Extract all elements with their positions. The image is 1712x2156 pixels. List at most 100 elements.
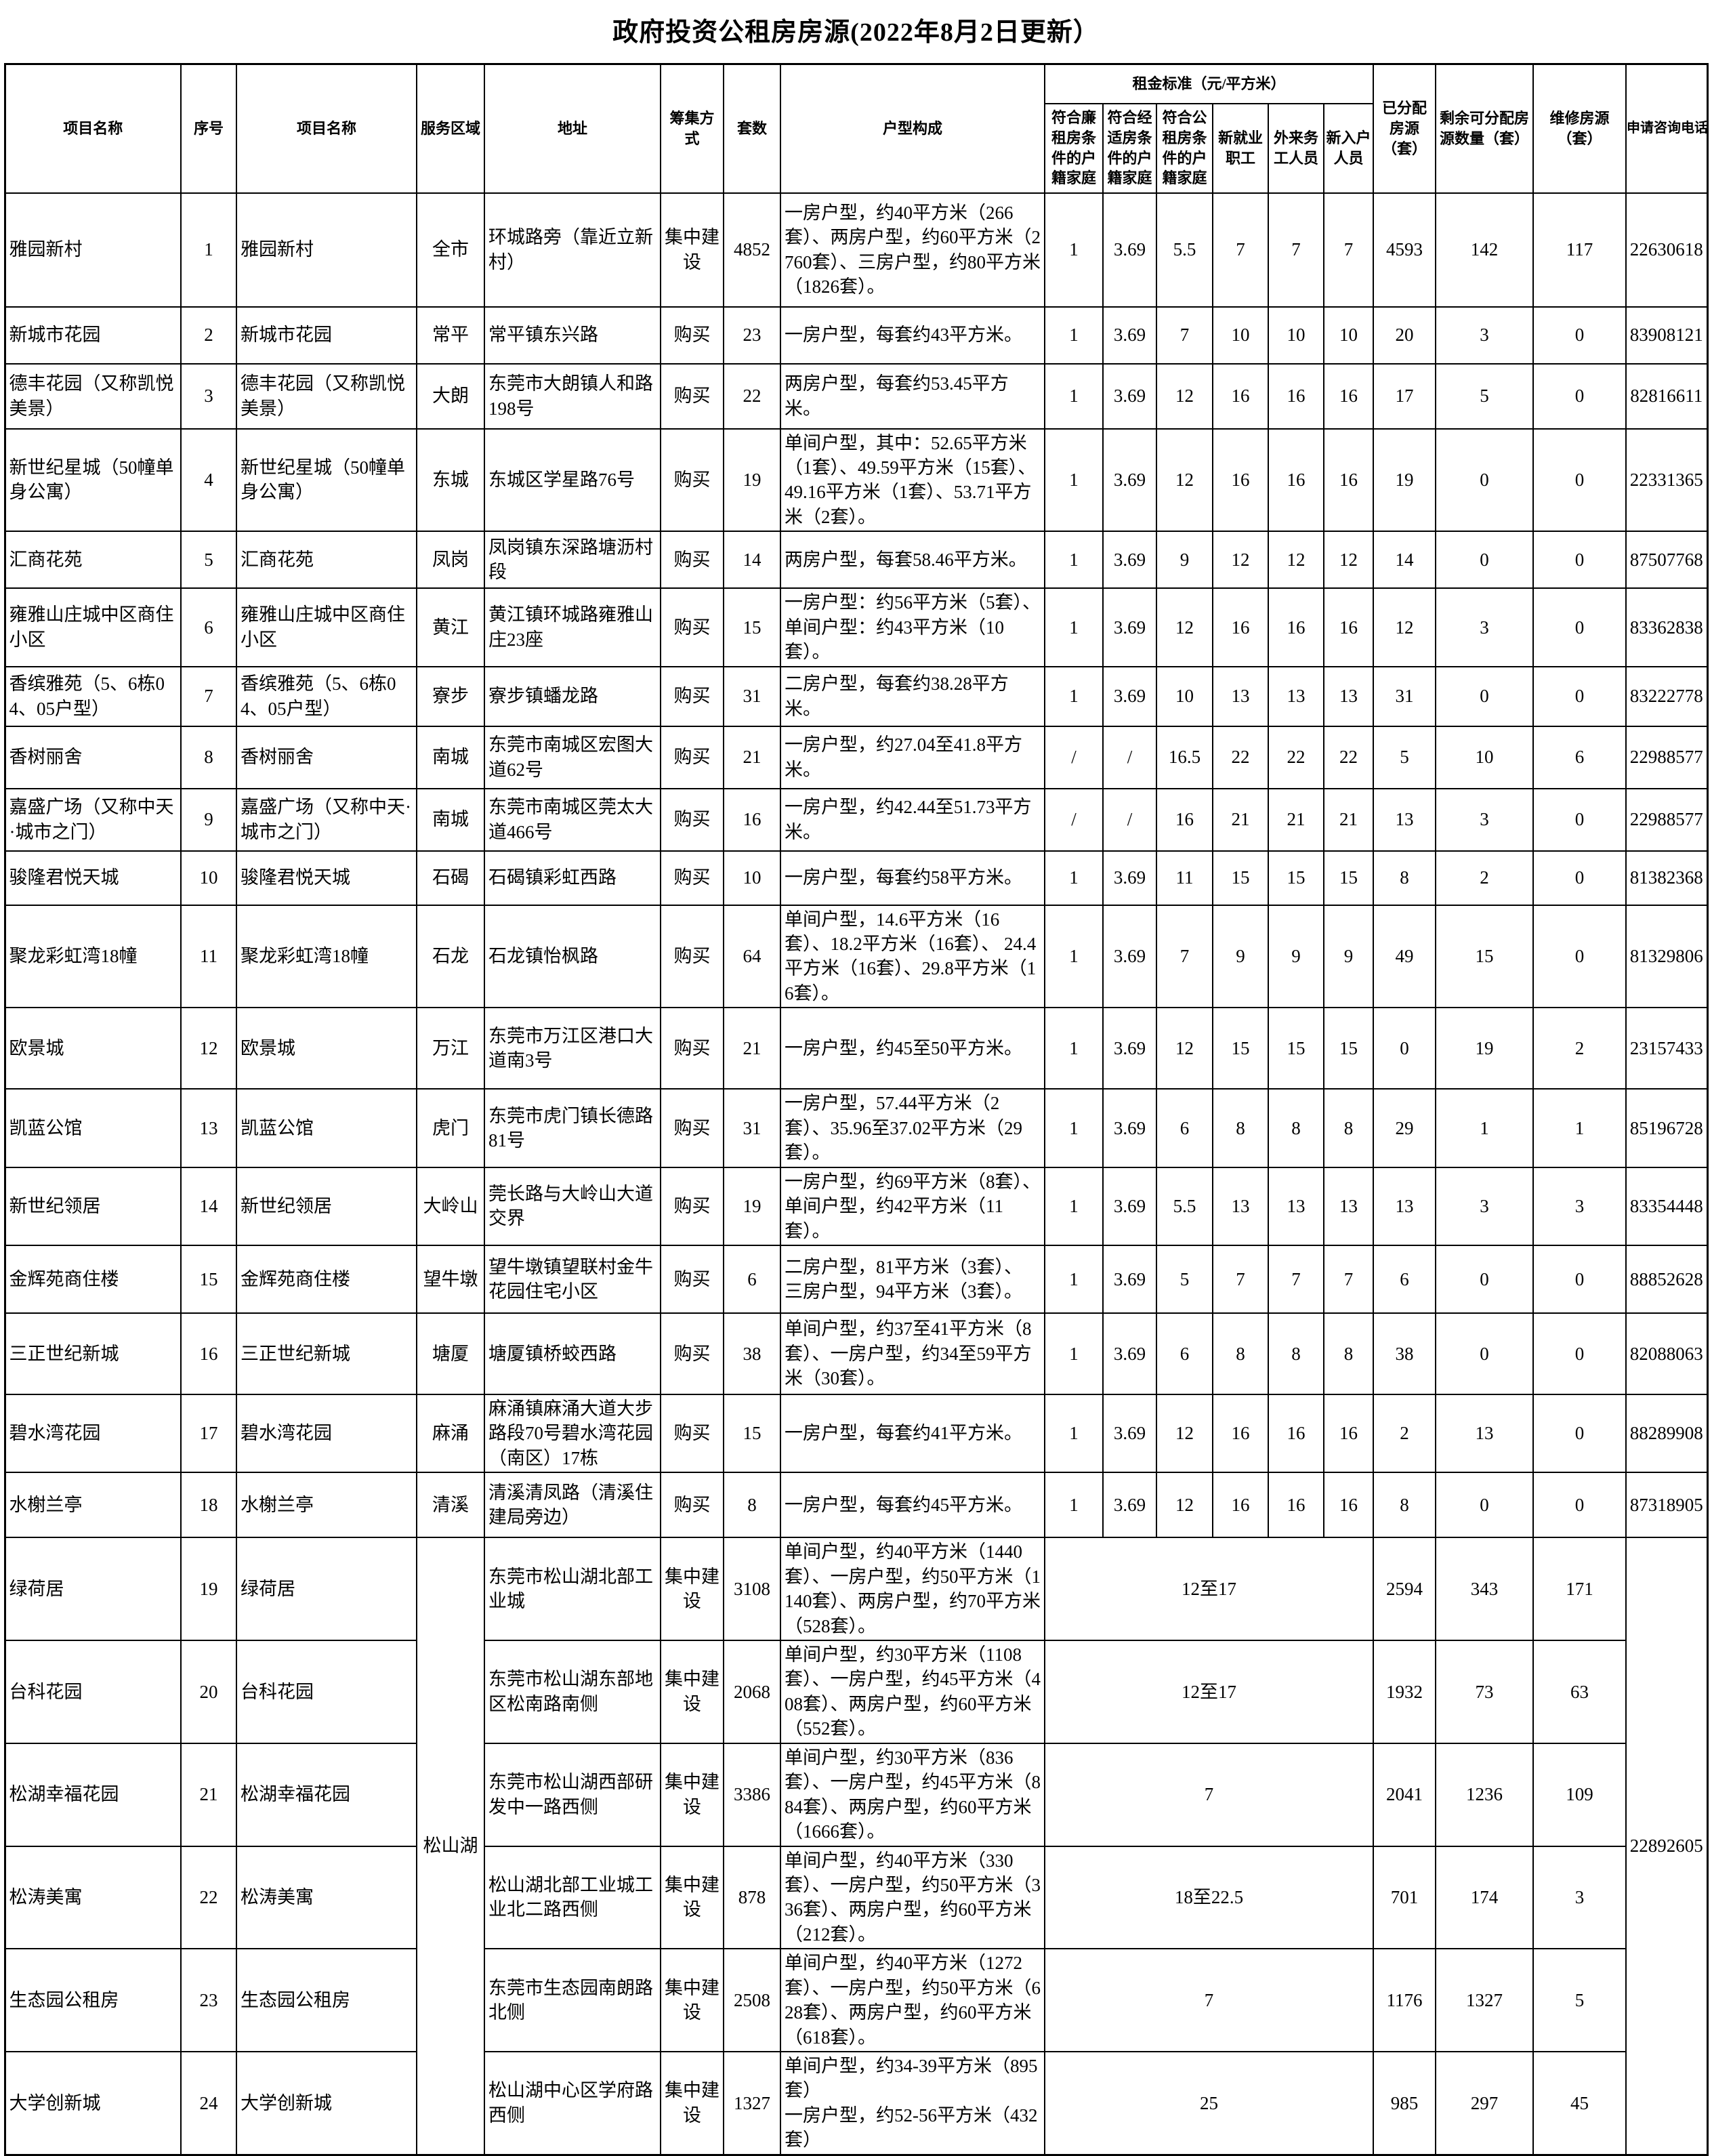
cell-rent-lianzu: 1 [1044, 192, 1104, 308]
cell-allocated: 8 [1373, 1472, 1436, 1539]
table-row: 金辉苑商住楼 15 金辉苑商住楼 望牛墩 望牛墩镇望联村金牛花园住宅小区 购买 6 二房户型，… [4, 1244, 1708, 1314]
cell-layout-desc: 两房户型，每套58.46平方米。 [780, 531, 1045, 589]
cell-unit-count: 22 [723, 362, 781, 430]
cell-rent-new-employee: 13 [1212, 665, 1269, 727]
cell-project-name-2: 台科花园 [236, 1640, 417, 1744]
cell-seq-number: 17 [180, 1393, 237, 1474]
cell-method: 购买 [660, 531, 724, 589]
cell-remaining: 0 [1435, 1312, 1534, 1395]
cell-rent-migrant-worker: 8 [1268, 1088, 1324, 1168]
cell-phone: 22331365 [1625, 428, 1708, 533]
cell-project-name-2: 雅园新村 [236, 192, 417, 308]
cell-layout-desc: 一房户型，约40平方米（266套）、两房户型，约60平方米（2760套）、三房户… [780, 192, 1045, 308]
cell-layout-desc: 单间户型，约40平方米（1440套）、一房户型，约50平方米（1140套）、两房… [780, 1537, 1045, 1641]
cell-seq-number: 9 [180, 787, 237, 852]
cell-unit-count: 4852 [723, 192, 781, 308]
col-header-project-name-1: 项目名称 [4, 63, 182, 194]
cell-allocated: 2041 [1373, 1742, 1436, 1847]
cell-project-name-2: 德丰花园（又称凯悦美景） [236, 362, 417, 430]
cell-project-name: 聚龙彩虹湾18幢 [4, 904, 182, 1009]
cell-rent-merged: 7 [1044, 1742, 1374, 1847]
cell-rent-lianzu: 1 [1044, 531, 1104, 589]
cell-service-area: 寮步 [416, 665, 485, 727]
cell-address: 黄江镇环城路雍雅山庄23座 [484, 587, 661, 667]
cell-rent-new-resident: 16 [1323, 362, 1374, 430]
cell-address: 东莞市虎门镇长德路81号 [484, 1088, 661, 1168]
cell-layout-desc: 单间户型，约30平方米（1108套）、一房户型，约45平方米（408套）、两房户… [780, 1640, 1045, 1744]
cell-rent-lianzu: 1 [1044, 1472, 1104, 1539]
cell-address: 常平镇东兴路 [484, 306, 661, 365]
cell-service-area: 常平 [416, 306, 485, 365]
cell-layout-desc: 一房户型，约27.04至41.8平方米。 [780, 725, 1045, 789]
cell-remaining: 0 [1435, 1472, 1534, 1539]
cell-allocated: 14 [1373, 531, 1436, 589]
cell-repair: 0 [1532, 904, 1627, 1009]
cell-seq-number: 6 [180, 587, 237, 667]
cell-seq-number: 1 [180, 192, 237, 308]
cell-seq-number: 24 [180, 2050, 237, 2156]
cell-rent-gongzu: 12 [1156, 1472, 1213, 1539]
cell-rent-lianzu: 1 [1044, 850, 1104, 906]
cell-rent-jingshi: 3.69 [1102, 306, 1157, 365]
cell-allocated: 1932 [1373, 1640, 1436, 1744]
cell-project-name-2: 三正世纪新城 [236, 1312, 417, 1395]
cell-address: 东莞市松山湖东部地区松南路南侧 [484, 1640, 661, 1744]
cell-phone: 81329806 [1625, 904, 1708, 1009]
cell-address: 松山湖中心区学府路西侧 [484, 2050, 661, 2156]
table-row: 雅园新村 1 雅园新村 全市 环城路旁（靠近立新村） 集中建设 4852 一房户型，约40平方… [4, 192, 1708, 308]
cell-repair: 117 [1532, 192, 1627, 308]
cell-repair: 0 [1532, 428, 1627, 533]
cell-rent-new-resident: 7 [1323, 1244, 1374, 1314]
cell-rent-jingshi: 3.69 [1102, 362, 1157, 430]
cell-unit-count: 2508 [723, 1948, 781, 2052]
cell-layout-desc: 一房户型，每套约58平方米。 [780, 850, 1045, 906]
cell-rent-jingshi: 3.69 [1102, 1166, 1157, 1246]
cell-repair: 0 [1532, 850, 1627, 906]
col-header-allocated: 已分配房源（套） [1373, 63, 1436, 194]
cell-phone: 83908121 [1625, 306, 1708, 365]
cell-unit-count: 14 [723, 531, 781, 589]
cell-method: 购买 [660, 850, 724, 906]
cell-project-name-2: 雍雅山庄城中区商住小区 [236, 587, 417, 667]
cell-allocated: 20 [1373, 306, 1436, 365]
cell-unit-count: 15 [723, 1393, 781, 1474]
cell-rent-migrant-worker: 15 [1268, 1007, 1324, 1090]
cell-allocated: 2 [1373, 1393, 1436, 1474]
cell-rent-gongzu: 7 [1156, 904, 1213, 1009]
cell-seq-number: 3 [180, 362, 237, 430]
cell-rent-new-employee: 16 [1212, 1393, 1269, 1474]
cell-layout-desc: 单间户型，14.6平方米（16套）、18.2平方米（16套）、 24.4平方米（… [780, 904, 1045, 1009]
cell-rent-gongzu: 5.5 [1156, 192, 1213, 308]
cell-layout-desc: 单间户型，其中：52.65平方米（1套）、49.59平方米（15套）、49.16… [780, 428, 1045, 533]
cell-service-area: 石龙 [416, 904, 485, 1009]
cell-allocated: 1176 [1373, 1948, 1436, 2052]
cell-rent-lianzu: 1 [1044, 362, 1104, 430]
cell-rent-new-resident: 16 [1323, 1393, 1374, 1474]
cell-address: 麻涌镇麻涌大道大步路段70号碧水湾花园（南区）17栋 [484, 1393, 661, 1474]
cell-rent-merged: 7 [1044, 1948, 1374, 2052]
cell-project-name: 台科花园 [4, 1640, 182, 1744]
cell-repair: 0 [1532, 1312, 1627, 1395]
cell-rent-new-resident: 13 [1323, 1166, 1374, 1246]
cell-method: 购买 [660, 1393, 724, 1474]
cell-method: 购买 [660, 362, 724, 430]
cell-unit-count: 10 [723, 850, 781, 906]
cell-rent-new-employee: 10 [1212, 306, 1269, 365]
cell-allocated: 8 [1373, 850, 1436, 906]
cell-method: 集中建设 [660, 1640, 724, 1744]
table-row: 三正世纪新城 16 三正世纪新城 塘厦 塘厦镇桥蛟西路 购买 38 单间户型，约37至41平方… [4, 1312, 1708, 1395]
cell-project-name: 松湖幸福花园 [4, 1742, 182, 1847]
table-row: 凯蓝公馆 13 凯蓝公馆 虎门 东莞市虎门镇长德路81号 购买 31 一房户型，57.44平方… [4, 1088, 1708, 1168]
cell-rent-new-resident: 13 [1323, 665, 1374, 727]
cell-rent-new-employee: 7 [1212, 192, 1269, 308]
cell-method: 集中建设 [660, 2050, 724, 2156]
col-header-rent-migrant-worker: 外来务工人员 [1268, 102, 1324, 194]
cell-unit-count: 31 [723, 665, 781, 727]
cell-unit-count: 64 [723, 904, 781, 1009]
cell-seq-number: 15 [180, 1244, 237, 1314]
cell-rent-jingshi: 3.69 [1102, 665, 1157, 727]
cell-rent-lianzu: 1 [1044, 1088, 1104, 1168]
cell-rent-merged: 18至22.5 [1044, 1845, 1374, 1950]
cell-seq-number: 11 [180, 904, 237, 1009]
col-header-address: 地址 [484, 63, 661, 194]
